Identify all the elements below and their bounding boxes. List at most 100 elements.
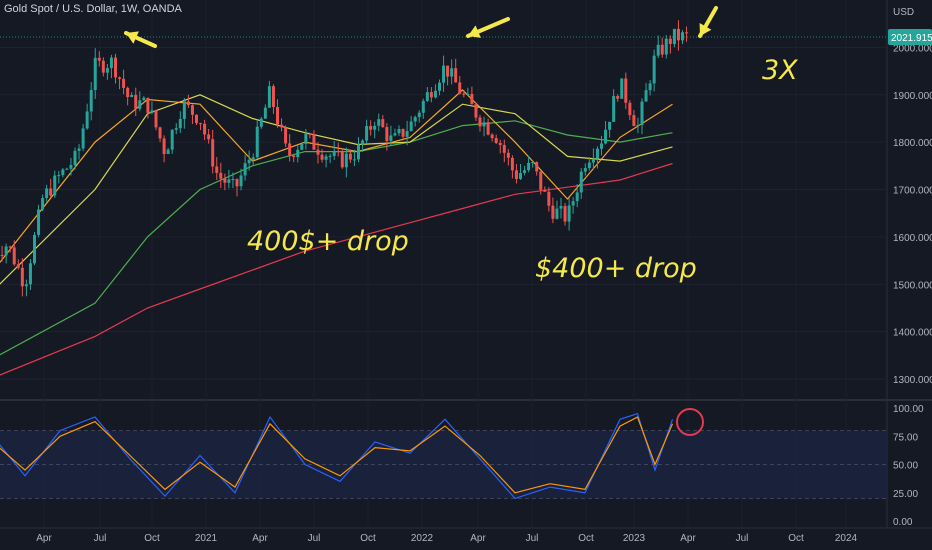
arrow-peak-2023-head (699, 23, 712, 36)
candle-body (478, 117, 482, 127)
time-tick-label: 2023 (623, 533, 646, 544)
candle-body (543, 189, 547, 192)
time-tick-label: Oct (360, 533, 376, 544)
candle-body (81, 128, 85, 149)
candle-body (636, 124, 640, 127)
candle-body (199, 123, 203, 125)
time-tick-label: Jul (736, 533, 749, 544)
candle-body (438, 82, 441, 91)
candle-body (182, 101, 186, 120)
candle-body (616, 96, 620, 99)
time-tick-label: Oct (144, 533, 160, 544)
price-tick-label: 1900.000 (893, 91, 932, 102)
candle-body (195, 114, 198, 124)
rsi-tick-label: 0.00 (893, 517, 913, 528)
candle-body (413, 117, 417, 122)
candle-body (276, 107, 279, 125)
candle-body (381, 119, 385, 128)
candle-body (575, 192, 579, 202)
candle-body (450, 68, 454, 77)
candle-body (118, 77, 122, 79)
candle-body (454, 68, 458, 83)
candle-body (154, 110, 158, 128)
candle-body (624, 78, 628, 103)
candle-body (328, 155, 332, 157)
candle-body (296, 149, 300, 158)
candle-body (681, 32, 684, 41)
candle-body (506, 152, 510, 158)
price-tick-label: 1400.000 (893, 328, 932, 339)
candle-body (93, 57, 97, 91)
candle-body (458, 82, 462, 94)
candle-body (292, 155, 296, 158)
candle-body (280, 124, 284, 128)
candle-body (267, 86, 271, 108)
candle-body (656, 44, 660, 56)
candle-body (401, 128, 405, 137)
candle-body (28, 263, 32, 285)
candle-body (77, 148, 81, 151)
time-tick-label: 2021 (195, 533, 218, 544)
time-tick-label: Jul (308, 533, 321, 544)
candle-body (227, 179, 231, 183)
price-tick-label: 1800.000 (893, 138, 932, 149)
time-tick-label: 2022 (411, 533, 434, 544)
candle-body (219, 172, 223, 179)
candle-body (539, 171, 543, 190)
candle-body (24, 284, 28, 287)
candle-body (288, 143, 292, 156)
candle-body (320, 154, 324, 160)
annotation-3x: 3X (762, 55, 798, 86)
candle-body (433, 90, 437, 98)
candle-body (510, 157, 514, 171)
time-tick-label: Jul (526, 533, 539, 544)
candle-body (16, 264, 20, 268)
candle-body (429, 92, 433, 98)
candle-body (672, 28, 676, 44)
candle-body (494, 138, 498, 143)
candle-body (462, 93, 466, 95)
candle-body (61, 169, 65, 176)
candle-body (608, 121, 612, 130)
price-tick-label: 1300.000 (893, 375, 932, 386)
time-tick-label: Apr (252, 533, 268, 544)
time-tick-label: Apr (36, 533, 52, 544)
chart-title: Gold Spot / U.S. Dollar, 1W, OANDA (4, 3, 182, 15)
candle-body (150, 110, 154, 113)
candle-body (531, 162, 535, 164)
candle-body (53, 175, 57, 196)
candle-body (421, 100, 425, 113)
candle-body (652, 55, 656, 84)
candle-body (231, 179, 235, 181)
candle-body (211, 139, 215, 167)
candle-body (97, 57, 101, 61)
candle-body (640, 101, 644, 125)
candle-body (632, 115, 636, 127)
annotation-drop-2: $400+ drop (535, 253, 697, 284)
candle-body (255, 126, 259, 158)
candle-body (348, 153, 352, 160)
candle-body (600, 143, 603, 149)
candle-body (336, 150, 340, 153)
candle-body (122, 78, 126, 88)
candle-body (186, 101, 190, 106)
last-price-label: 2021.915 (891, 33, 932, 44)
candle-body (207, 134, 211, 140)
candle-body (89, 90, 93, 112)
candle-body (0, 255, 4, 257)
candle-body (57, 175, 61, 177)
candle-body (4, 246, 8, 256)
candle-body (365, 126, 369, 141)
candle-body (134, 94, 138, 109)
candle-body (583, 168, 587, 172)
candle-body (138, 100, 142, 109)
arrow-peak-2020-head (126, 31, 139, 44)
candle-body (482, 122, 486, 127)
candle-body (284, 127, 288, 144)
candle-body (664, 38, 668, 55)
candle-body (12, 247, 16, 265)
candle-body (263, 107, 267, 119)
candle-body (571, 201, 575, 206)
candle-body (239, 175, 243, 187)
